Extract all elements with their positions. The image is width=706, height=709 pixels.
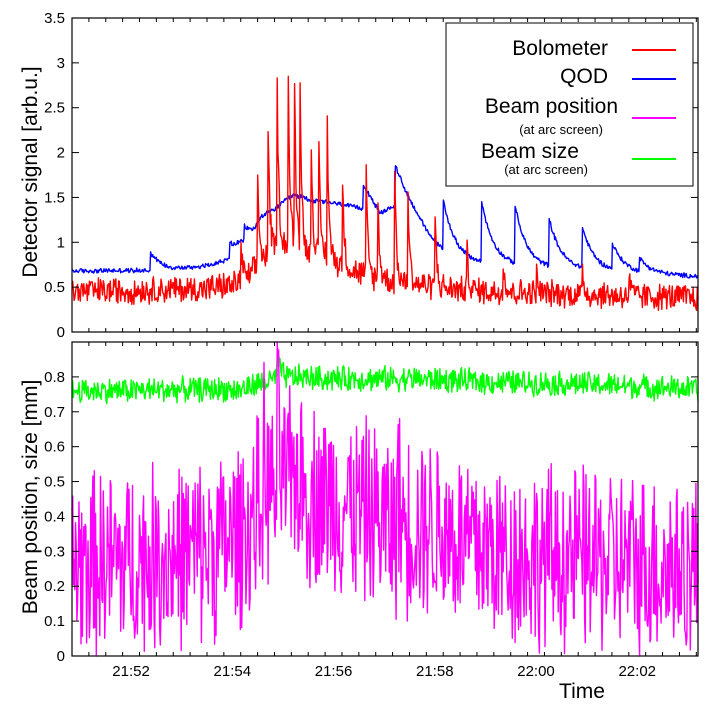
x-tick-label: 22:00: [517, 663, 555, 680]
x-tick-label: 21:54: [214, 663, 252, 680]
y-tick-label: 2.5: [44, 100, 65, 117]
bottom-y-axis-label: Beam position, size [mm]: [19, 380, 42, 615]
bot-plot-frame: [71, 341, 699, 657]
y-tick-label: 3: [57, 55, 65, 72]
series-line-bolometer: [71, 75, 699, 312]
legend-sublabel-beam-size: (at arc screen): [504, 162, 588, 177]
top-plot-frame: [71, 17, 699, 333]
y-tick-label: 3.5: [44, 10, 65, 27]
y-tick-label: 0.2: [44, 578, 65, 595]
bottom-panel-x-ticks: 21:52 21:54 21:56 21:58 22:00 22:02: [88, 342, 697, 680]
x-tick-label: 21:56: [315, 663, 353, 680]
legend-entry-beam-position: Beam position (at arc screen): [485, 95, 676, 137]
legend-label-beam-size: Beam size: [481, 140, 579, 163]
x-tick-label: 22:02: [618, 663, 656, 680]
x-axis-label: Time: [559, 680, 605, 703]
legend: Bolometer QOD Beam position (at arc scre…: [445, 22, 694, 187]
top-y-axis-label: Detector signal [arb.u.]: [19, 66, 42, 277]
y-tick-label: 0: [57, 324, 65, 341]
top-panel-series: [71, 75, 699, 312]
bottom-panel-y-ticks: 0 0.1 0.2 0.3 0.4 0.5 0.6 0.7 0.8: [44, 369, 698, 665]
series-line-qod: [71, 165, 699, 279]
top-panel-x-ticks: [88, 18, 697, 332]
y-tick-label: 0.6: [44, 439, 65, 456]
y-tick-label: 0.5: [44, 474, 65, 491]
legend-entry-beam-size: Beam size (at arc screen): [481, 140, 676, 177]
series-line-beam-size: [71, 353, 699, 405]
legend-entry-bolometer: Bolometer: [512, 37, 676, 60]
y-tick-label: 2: [57, 145, 65, 162]
legend-label-bolometer: Bolometer: [512, 37, 608, 60]
y-tick-label: 1: [57, 234, 65, 251]
top-panel-axes: [71, 17, 699, 333]
y-tick-label: 0.1: [44, 613, 65, 630]
y-tick-label: 0: [57, 648, 65, 665]
bottom-panel-axes: [71, 341, 699, 657]
legend-label-qod: QOD: [560, 65, 608, 88]
x-tick-label: 21:58: [416, 663, 454, 680]
legend-sublabel-beam-position: (at arc screen): [519, 122, 603, 137]
x-tick-label: 21:52: [112, 663, 150, 680]
series-line-beam-position: [71, 341, 699, 657]
y-tick-label: 0.8: [44, 369, 65, 386]
y-tick-label: 0.5: [44, 279, 65, 296]
legend-label-beam-position: Beam position: [485, 95, 618, 118]
y-tick-label: 1.5: [44, 189, 65, 206]
bottom-panel-series: [71, 341, 699, 657]
y-tick-label: 0.4: [44, 508, 65, 525]
y-tick-label: 0.3: [44, 543, 65, 560]
y-tick-label: 0.7: [44, 404, 65, 421]
legend-entry-qod: QOD: [560, 65, 676, 88]
top-panel-y-ticks: 0 0.5 1 1.5 2 2.5 3 3.5: [44, 10, 698, 341]
